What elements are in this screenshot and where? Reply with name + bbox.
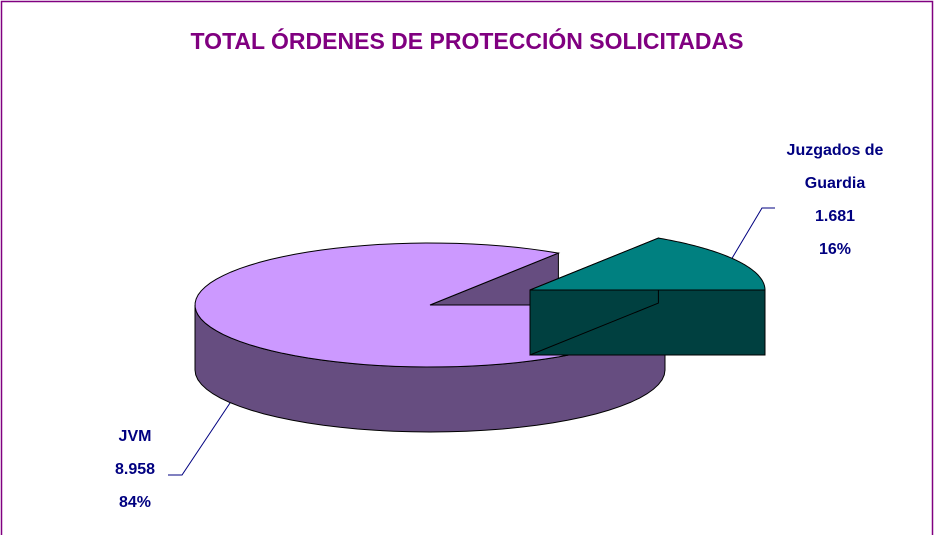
chart-title: TOTAL ÓRDENES DE PROTECCIÓN SOLICITADAS	[190, 28, 744, 54]
category-label: JVM	[118, 428, 152, 445]
category-label: Juzgados de Guardia	[786, 142, 884, 192]
percent-label: 16%	[818, 241, 852, 258]
slice	[529, 237, 766, 291]
percent-label: 84%	[118, 494, 152, 511]
data-label: Juzgados de Guardia 1.681 16%	[770, 134, 900, 266]
leader-line	[727, 207, 775, 266]
value-label: 8.958	[114, 461, 156, 478]
data-label: JVM 8.958 84%	[100, 420, 170, 519]
value-label: 1.681	[814, 208, 856, 225]
leader-line	[168, 399, 233, 476]
